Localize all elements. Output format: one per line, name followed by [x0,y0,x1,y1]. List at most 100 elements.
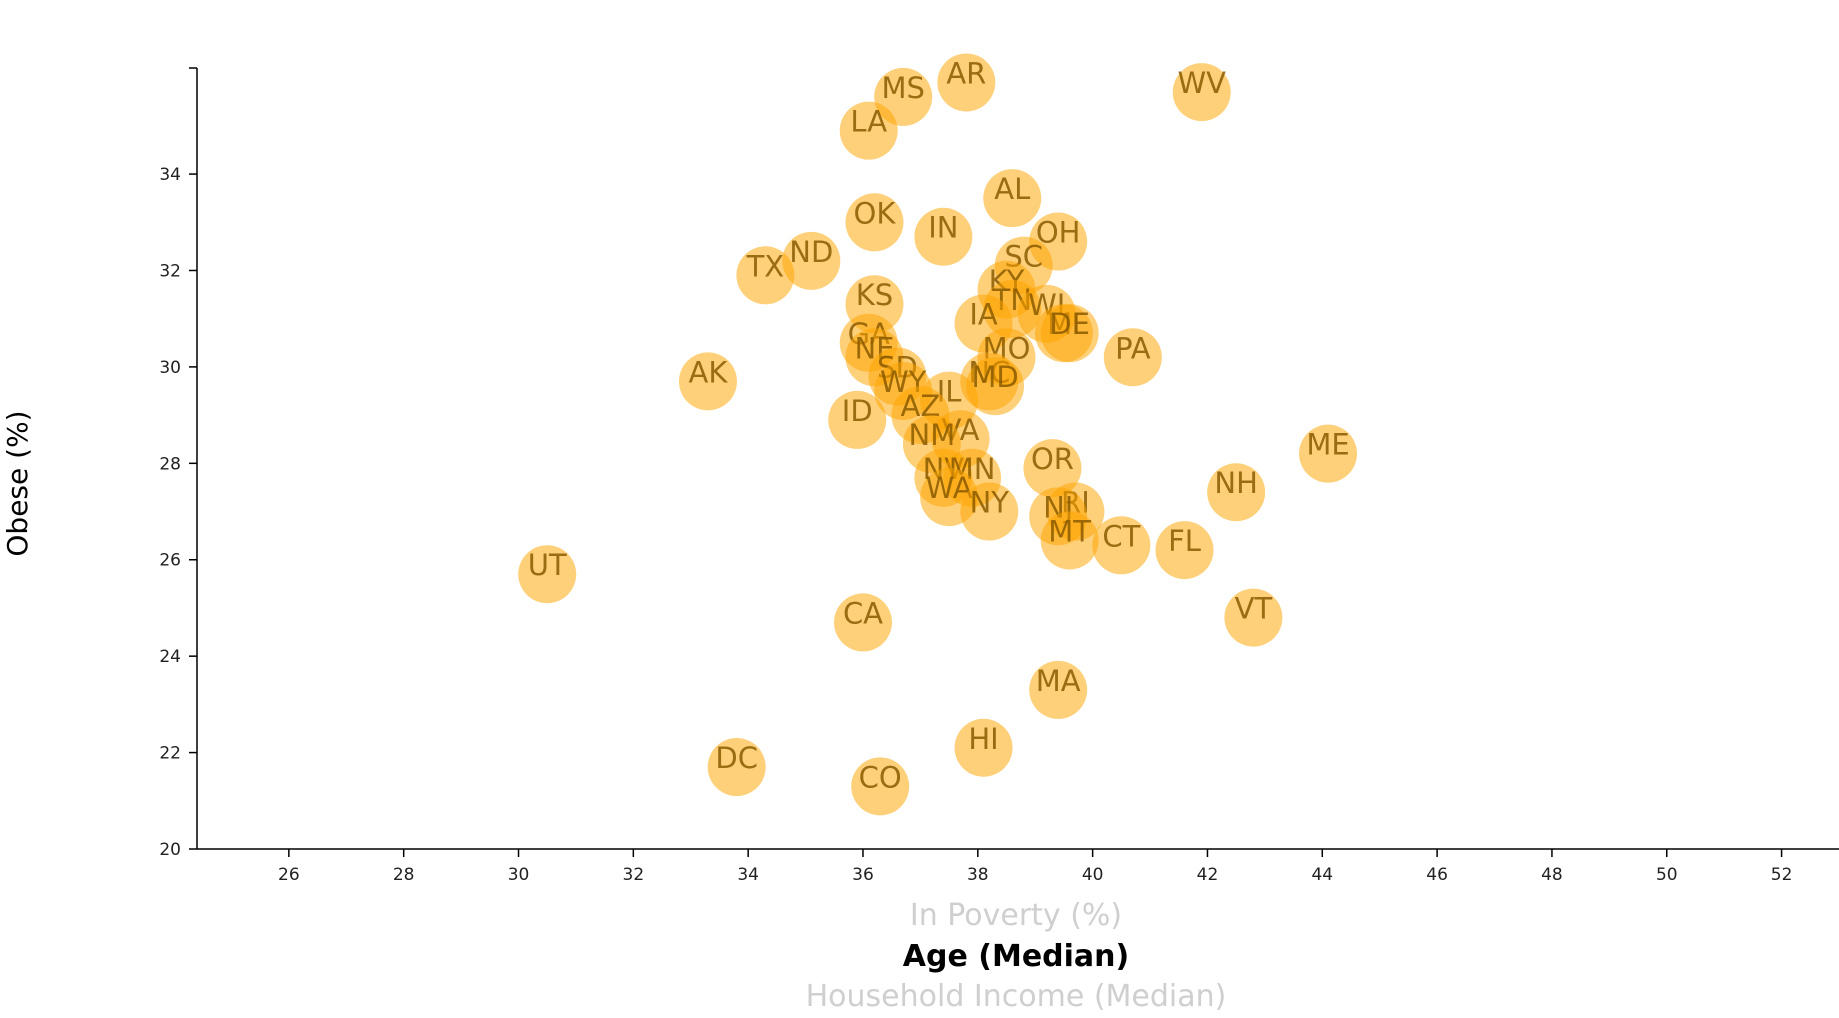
state-label: LA [850,105,887,139]
state-marker-ak[interactable]: AK [678,352,737,411]
state-circle[interactable] [1103,328,1162,387]
state-label: CA [843,596,883,630]
state-marker-id[interactable]: ID [828,390,887,449]
state-label: NM [909,418,956,452]
state-circle[interactable] [1029,660,1088,719]
state-marker-ct[interactable]: CT [1092,516,1151,575]
state-marker-ut[interactable]: UT [518,545,577,604]
state-circle[interactable] [1155,521,1214,580]
state-circle[interactable] [845,193,904,252]
x-axis-option-poverty[interactable]: In Poverty (%) [910,898,1122,933]
state-label: OK [854,196,897,230]
state-marker-nh[interactable]: NH [1207,463,1266,522]
state-marker-fl[interactable]: FL [1155,521,1214,580]
state-circle[interactable] [828,390,887,449]
state-label: WV [1177,66,1226,100]
state-circle[interactable] [937,53,996,112]
state-marker-wv[interactable]: WV [1172,63,1231,122]
y-tick-label: 28 [159,454,181,474]
state-circle[interactable] [678,352,737,411]
state-marker-al[interactable]: AL [983,169,1042,228]
state-label: KS [856,278,893,312]
y-tick-label: 34 [159,165,181,185]
x-tick-label: 46 [1426,865,1448,885]
state-circle[interactable] [914,207,973,266]
x-axis-option-age[interactable]: Age (Median) [903,939,1129,974]
state-circle[interactable] [966,357,1025,416]
x-tick-label: 38 [967,865,989,885]
state-label: MT [1048,514,1091,548]
state-marker-vt[interactable]: VT [1224,588,1283,647]
x-tick-label: 44 [1311,865,1333,885]
state-marker-nm[interactable]: NM [902,415,961,474]
state-label: IA [969,298,998,332]
state-marker-me[interactable]: ME [1299,424,1358,483]
state-marker-co[interactable]: CO [851,757,910,816]
state-circle[interactable] [1092,516,1151,575]
state-marker-ok[interactable]: OK [845,193,904,252]
y-tick-label: 30 [159,358,181,378]
x-tick-label: 26 [278,865,300,885]
axis-titles: Obese (%) In Poverty (%) Age (Median) Ho… [1,410,1226,1014]
state-label: FL [1168,524,1201,558]
y-tick-label: 26 [159,551,181,571]
state-marker-de[interactable]: DE [1040,304,1099,363]
state-label: MA [1036,664,1081,698]
state-circle[interactable] [983,169,1042,228]
x-tick-label: 50 [1656,865,1678,885]
state-marker-mt[interactable]: MT [1040,511,1099,570]
state-circle[interactable] [736,246,795,305]
state-marker-in[interactable]: IN [914,207,973,266]
y-tick-label: 24 [159,647,181,667]
state-label: OR [1031,442,1074,476]
state-marker-ar[interactable]: AR [937,53,996,112]
state-marker-dc[interactable]: DC [707,738,766,797]
state-circle[interactable] [1224,588,1283,647]
state-marker-ny[interactable]: NY [960,482,1019,541]
state-marker-ma[interactable]: MA [1029,660,1088,719]
state-circle[interactable] [782,231,841,290]
state-marker-la[interactable]: LA [839,101,898,160]
x-tick-label: 32 [623,865,645,885]
x-tick-label: 42 [1197,865,1219,885]
state-circle[interactable] [954,718,1013,777]
state-marker-md[interactable]: MD [966,357,1025,416]
state-label: VT [1235,592,1273,626]
state-circle[interactable] [839,101,898,160]
state-label: OH [1036,216,1081,250]
state-marker-or[interactable]: OR [1023,439,1082,498]
state-label: AK [689,355,729,389]
state-circle[interactable] [1040,511,1099,570]
axes-layer: 26 28 30 32 34 36 38 40 42 44 46 48 50 52 20 22 24 26 28 30… [159,67,1839,885]
state-circle[interactable] [1299,424,1358,483]
x-tick-label: 52 [1771,865,1793,885]
state-marker-nd[interactable]: ND [782,231,841,290]
state-circle[interactable] [1040,304,1099,363]
y-tick-label: 32 [159,261,181,281]
x-tick-label: 48 [1541,865,1563,885]
state-circle[interactable] [518,545,577,604]
state-circle[interactable] [1172,63,1231,122]
points-layer: ARMSWVLAALOKINOHNDTXSCKYKSTNWIIAMIDEGANE… [518,53,1358,816]
state-circle[interactable] [1023,439,1082,498]
x-axis-option-income[interactable]: Household Income (Median) [806,979,1227,1014]
state-label: TX [746,249,785,283]
state-label: AL [994,172,1030,206]
state-label: NY [970,486,1010,520]
x-tick-label: 28 [393,865,415,885]
state-marker-hi[interactable]: HI [954,718,1013,777]
x-tick-label: 36 [852,865,874,885]
state-circle[interactable] [833,593,892,652]
state-circle[interactable] [1207,463,1266,522]
y-tick-label: 20 [159,840,181,860]
state-marker-tx[interactable]: TX [736,246,795,305]
state-circle[interactable] [707,738,766,797]
state-label: HI [968,722,998,756]
y-axis-title[interactable]: Obese (%) [1,410,34,556]
state-marker-pa[interactable]: PA [1103,328,1162,387]
state-circle[interactable] [960,482,1019,541]
state-marker-ca[interactable]: CA [833,593,892,652]
state-circle[interactable] [851,757,910,816]
